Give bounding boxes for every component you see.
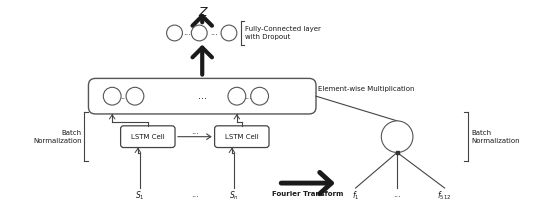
- Circle shape: [103, 87, 121, 105]
- Text: Batch
Normalization: Batch Normalization: [33, 130, 82, 144]
- FancyBboxPatch shape: [215, 126, 269, 148]
- Text: ...: ...: [244, 92, 252, 101]
- Text: ...: ...: [210, 28, 218, 38]
- Text: Batch
Normalization: Batch Normalization: [472, 130, 520, 144]
- Text: Element-wise Multiplication: Element-wise Multiplication: [318, 86, 414, 92]
- Polygon shape: [396, 151, 398, 154]
- FancyBboxPatch shape: [89, 78, 316, 114]
- Text: Fourier Transform: Fourier Transform: [272, 191, 344, 197]
- Text: $S_1$: $S_1$: [135, 190, 145, 202]
- Circle shape: [381, 121, 413, 153]
- FancyBboxPatch shape: [121, 126, 175, 148]
- Text: ...: ...: [393, 190, 401, 199]
- Text: ...: ...: [198, 91, 207, 101]
- Text: $S_n$: $S_n$: [229, 190, 239, 202]
- Circle shape: [250, 87, 269, 105]
- Text: LeakyReLU: LeakyReLU: [381, 134, 413, 139]
- Circle shape: [191, 25, 207, 41]
- Text: Fully-Connected layer
with Dropout: Fully-Connected layer with Dropout: [245, 26, 320, 40]
- Text: LSTM Cell: LSTM Cell: [131, 134, 164, 140]
- Text: ...: ...: [120, 92, 128, 101]
- Circle shape: [221, 25, 237, 41]
- Circle shape: [228, 87, 246, 105]
- Text: LSTM Cell: LSTM Cell: [225, 134, 258, 140]
- Circle shape: [167, 25, 183, 41]
- Text: Z: Z: [198, 6, 207, 19]
- Text: ...: ...: [191, 190, 199, 199]
- Text: $f_{512}$: $f_{512}$: [437, 190, 452, 202]
- Text: ...: ...: [183, 28, 191, 38]
- Circle shape: [126, 87, 144, 105]
- Text: $f_1$: $f_1$: [352, 190, 359, 202]
- Text: ...: ...: [191, 127, 199, 136]
